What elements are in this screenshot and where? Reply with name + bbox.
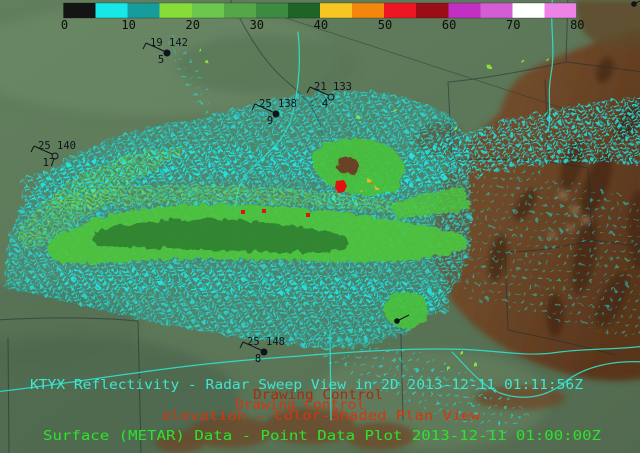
station-dewpoint: 5 bbox=[158, 54, 164, 66]
station-plot: 25 148 8 bbox=[239, 336, 285, 365]
echo-lime-specks bbox=[198, 48, 549, 371]
legend-elevation-item[interactable]: elevation - Color-Shaded Plan View bbox=[162, 409, 480, 424]
station-plot: 21 133 4 bbox=[306, 81, 352, 110]
red-markers-layer bbox=[241, 180, 347, 217]
colorbar-outline bbox=[63, 2, 577, 19]
colorbar-tick-label: 50 bbox=[378, 18, 392, 32]
colorbar-tick-label: 30 bbox=[250, 18, 264, 32]
colorbar-segment bbox=[480, 3, 513, 18]
colorbar-tick-label: 20 bbox=[185, 18, 199, 32]
station-sky-circle bbox=[272, 110, 280, 118]
colorbar-segment bbox=[255, 3, 288, 18]
radar-site-marker bbox=[335, 180, 347, 193]
station-dewpoint: 4 bbox=[322, 98, 328, 110]
legend-drawing-control-bottom[interactable]: Drawing Control bbox=[235, 398, 365, 413]
colorbar-segment bbox=[95, 3, 128, 18]
station-plots-layer: 19 142 5 25 140 17 25 138 9 21 133 4 25 148 8 bbox=[30, 0, 640, 365]
colorbar-tick-label: 0 bbox=[61, 18, 68, 32]
echo-gold-specks bbox=[360, 178, 377, 192]
legend-surface-title[interactable]: Surface (METAR) Data - Point Data Plot 2… bbox=[43, 429, 601, 444]
station-wind-barb bbox=[633, 0, 640, 5]
station-values: 25 140 bbox=[38, 140, 76, 152]
red-dot-marker bbox=[306, 213, 310, 217]
colorbar-segment bbox=[320, 3, 353, 18]
station-values: 25 138 bbox=[259, 98, 297, 110]
colorbar-tick-label: 70 bbox=[506, 18, 520, 32]
colorbar-segment bbox=[384, 3, 417, 18]
station-values: 21 133 bbox=[314, 81, 352, 93]
station-values: 25 148 bbox=[247, 336, 285, 348]
red-dot-marker bbox=[241, 210, 245, 214]
station-sky-circle bbox=[327, 93, 335, 101]
colorbar-segment bbox=[352, 3, 385, 18]
station-wind-barb bbox=[30, 145, 54, 155]
station-wind-barb bbox=[306, 86, 330, 96]
station-wind-barb bbox=[142, 42, 166, 52]
colorbar-segment bbox=[512, 3, 545, 18]
station-sky-circle bbox=[163, 49, 171, 57]
station-plot: 25 138 9 bbox=[251, 98, 297, 127]
colorbar-segment bbox=[63, 3, 96, 18]
station-dewpoint: 9 bbox=[267, 115, 273, 127]
legend-radar-title[interactable]: KTYX Reflectivity - Radar Sweep View in … bbox=[30, 378, 583, 393]
station-sky-circle bbox=[51, 152, 59, 160]
radar-echo-layer bbox=[5, 28, 640, 435]
station-plot: 19 142 5 bbox=[142, 37, 188, 66]
colorbar-segment bbox=[544, 3, 577, 18]
station-plot bbox=[631, 0, 640, 7]
colorbar-segment bbox=[223, 3, 256, 18]
station-wind-barb bbox=[396, 314, 410, 322]
station-plot bbox=[394, 314, 410, 324]
colorbar-tick-label: 10 bbox=[121, 18, 135, 32]
station-sky-circle bbox=[260, 348, 268, 356]
colorbar-tick-label: 80 bbox=[570, 18, 584, 32]
colorbar-tick-label: 40 bbox=[314, 18, 328, 32]
station-wind-barb bbox=[239, 341, 263, 351]
legend-overlays: KTYX Reflectivity - Radar Sweep View in … bbox=[30, 378, 601, 444]
colorbar-segment bbox=[159, 3, 192, 18]
mountain-corner bbox=[575, 0, 640, 48]
station-plot: 25 140 17 bbox=[30, 140, 76, 169]
station-sky-circle bbox=[631, 1, 637, 7]
colorbar-segment bbox=[287, 3, 320, 18]
colorbar-segment bbox=[191, 3, 224, 18]
colorbar-segment bbox=[127, 3, 160, 18]
station-values: 19 142 bbox=[150, 37, 188, 49]
legend-drawing-control-top[interactable]: Drawing Control bbox=[253, 388, 383, 403]
colorbar-segment bbox=[448, 3, 481, 18]
station-dewpoint: 8 bbox=[255, 353, 261, 365]
station-wind-barb bbox=[251, 103, 275, 113]
colorbar-tick-label: 60 bbox=[442, 18, 456, 32]
red-dot-marker bbox=[262, 209, 266, 213]
colorbar: 0 10 20 30 40 50 60 70 80 bbox=[61, 2, 585, 32]
colorbar-segment bbox=[416, 3, 449, 18]
station-dewpoint: 17 bbox=[43, 157, 56, 169]
